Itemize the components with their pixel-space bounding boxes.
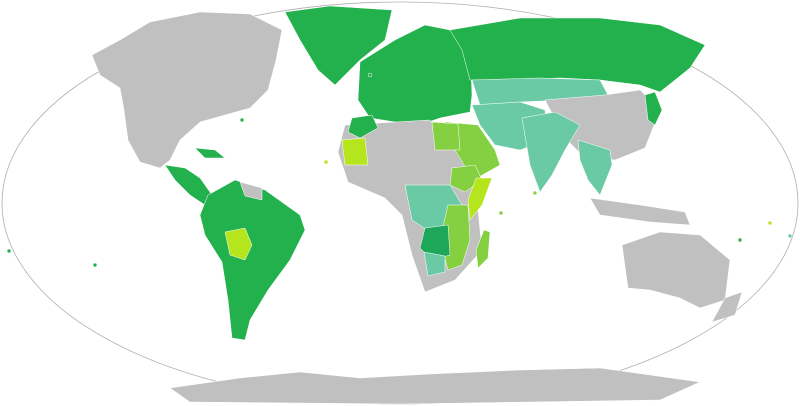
india [521,111,581,193]
caribbean [194,147,226,159]
morocco [347,114,379,139]
island-dot [6,248,12,254]
bolivia [224,227,253,261]
madagascar [475,229,491,269]
greenland [284,5,393,86]
island-dot [767,220,773,226]
japan [644,91,663,126]
north-america [91,11,283,169]
southeast-asia [577,139,613,196]
china [544,89,661,161]
island-dot [239,117,245,123]
island-dot [92,262,98,268]
islands [6,72,793,268]
indonesia [589,197,691,226]
mauritania [341,137,369,166]
south-america [199,179,306,341]
somalia [467,177,493,221]
antarctica [169,367,701,405]
guianas [239,181,263,201]
island-dot [787,233,793,239]
southern-africa [423,251,446,277]
island-dot [532,190,538,196]
australia [621,231,731,309]
island-dot [737,237,743,243]
egypt [431,121,461,151]
island-dot [367,72,373,78]
island-dot [498,210,504,216]
island-dot [323,159,329,165]
new-zealand [711,291,743,323]
